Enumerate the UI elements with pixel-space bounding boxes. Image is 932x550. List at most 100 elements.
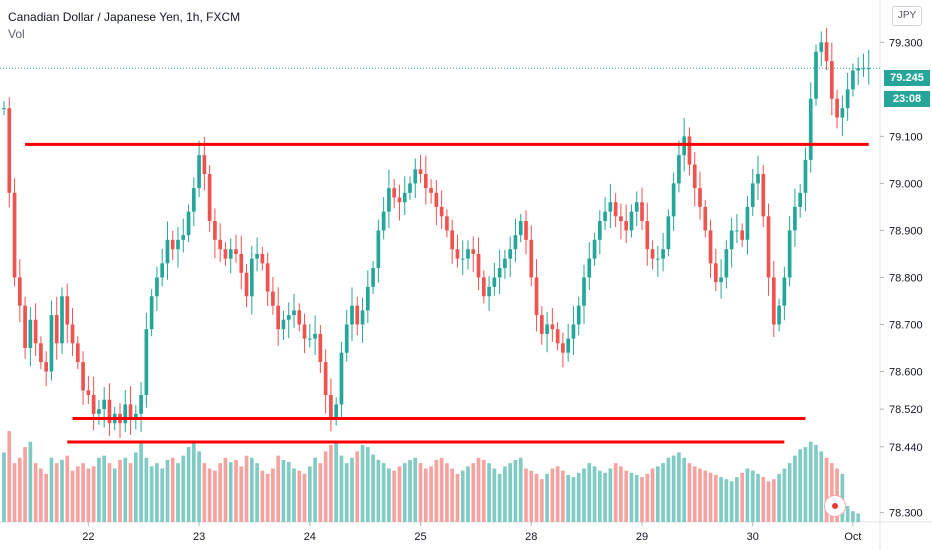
volume-bar [402, 463, 407, 522]
x-tick-label: 29 [636, 531, 648, 543]
volume-bar [750, 470, 755, 522]
candle [661, 249, 665, 259]
volume-bar [798, 449, 803, 522]
volume-bar [587, 463, 592, 522]
candle [255, 253, 259, 259]
volume-bar [408, 459, 412, 522]
volume-bar [481, 459, 486, 522]
candle [313, 333, 317, 339]
y-tick-label: 79.300 [889, 37, 923, 49]
volume-bar [650, 468, 655, 522]
candle [191, 188, 196, 212]
candle [423, 174, 428, 189]
volume-bar [666, 457, 671, 522]
candle [771, 277, 776, 325]
volume-bar [735, 477, 739, 522]
candle [492, 277, 497, 287]
candle [729, 230, 734, 250]
candle [534, 277, 539, 316]
candle [555, 329, 560, 344]
candle [566, 338, 571, 353]
x-tick-label: 25 [414, 531, 426, 543]
candle [350, 305, 354, 325]
volume-bar [487, 463, 491, 522]
candle [445, 216, 449, 231]
volume-bar [181, 455, 186, 522]
candle [54, 315, 59, 344]
volume-bar [634, 474, 639, 522]
candle [640, 202, 644, 222]
candle [139, 395, 143, 414]
candle [613, 202, 618, 217]
volume-bar [197, 451, 201, 522]
volume-bar [234, 459, 238, 522]
volume-bar [824, 457, 829, 522]
volume-bar [376, 459, 381, 522]
candle [165, 239, 170, 264]
record-icon[interactable] [824, 495, 846, 517]
candle [97, 409, 101, 414]
volume-bar [518, 457, 523, 522]
x-tick-label: 30 [747, 531, 759, 543]
candle [339, 352, 344, 405]
volume-bar [471, 463, 476, 522]
candle [376, 230, 381, 269]
volume-bar [318, 463, 323, 522]
volume-bar [276, 455, 281, 522]
candle [592, 239, 597, 259]
candle [81, 362, 85, 391]
candle [133, 413, 138, 419]
candle [692, 164, 697, 189]
candle [244, 272, 249, 297]
candle [123, 404, 128, 424]
volume-indicator-label: Vol [8, 27, 25, 41]
volume-bar [550, 468, 555, 522]
candle [550, 324, 555, 330]
y-tick-label: 79.100 [889, 131, 923, 143]
candle [65, 296, 70, 325]
volume-bar [170, 457, 175, 522]
volume-bar [603, 472, 607, 522]
volume-bar [81, 463, 85, 522]
volume-bar [97, 457, 101, 522]
volume-bar [640, 477, 644, 522]
candle [529, 239, 534, 278]
bar-countdown-label: 23:08 [884, 91, 930, 107]
candle [7, 108, 12, 193]
volume-bar [661, 463, 665, 522]
candle [851, 70, 855, 90]
volume-bar [334, 441, 339, 522]
candle [281, 319, 286, 330]
candle [297, 310, 302, 325]
volume-bar [39, 468, 43, 522]
volume-bar [597, 470, 602, 522]
candle [402, 192, 407, 203]
y-tick-label: 78.600 [889, 367, 923, 379]
candle [840, 108, 845, 118]
candle [365, 286, 370, 311]
candle [481, 277, 486, 297]
candle [655, 258, 660, 260]
candle [719, 277, 723, 283]
volume-bar [355, 451, 360, 522]
candle [329, 395, 333, 419]
y-tick-label: 78.800 [889, 272, 923, 284]
candle [12, 192, 17, 278]
volume-bar [397, 466, 402, 522]
currency-button[interactable]: JPY [892, 6, 922, 26]
volume-bar [133, 452, 138, 522]
volume-bar [592, 466, 597, 522]
volume-bar [271, 468, 275, 522]
volume-bar [629, 472, 634, 522]
candle [666, 216, 671, 250]
candle [397, 197, 402, 203]
volume-bar [307, 466, 312, 522]
volume-bar [107, 463, 112, 522]
volume-bar [91, 466, 96, 522]
candle [434, 192, 439, 207]
volume-bar [503, 466, 507, 522]
volume-bar [761, 477, 766, 522]
volume-bar [202, 463, 207, 522]
candle [455, 249, 460, 259]
